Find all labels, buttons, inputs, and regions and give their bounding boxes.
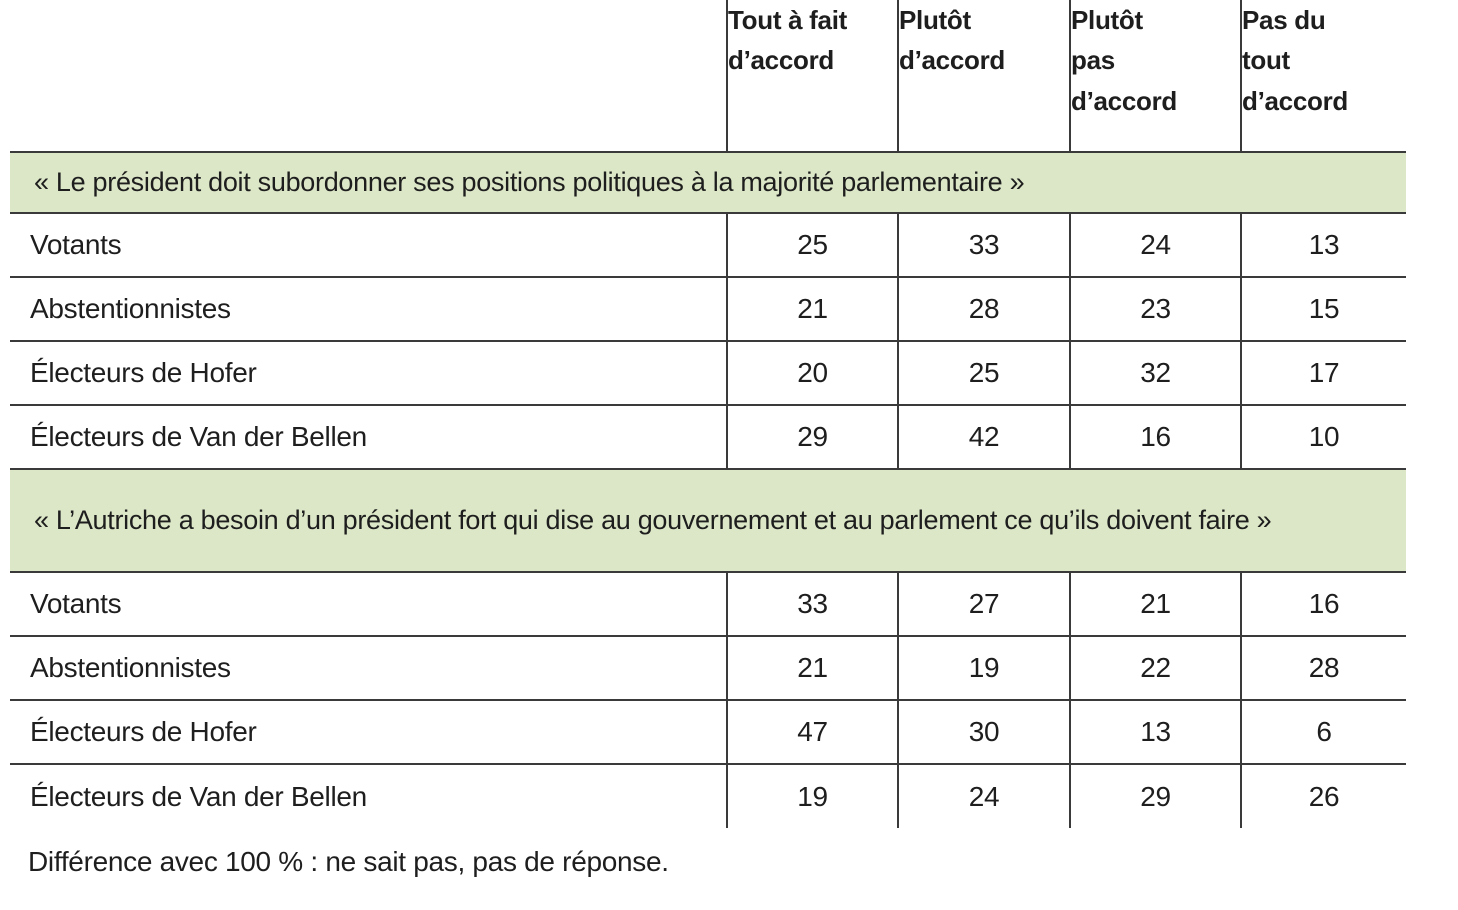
value-cell: 15 xyxy=(1240,277,1406,342)
column-header-pas-du-tout-daccord: Pas du tout d’accord xyxy=(1240,0,1406,152)
table-row: Électeurs de Van der Bellen 19 24 29 26 xyxy=(10,764,1406,828)
table-row: Électeurs de Van der Bellen 29 42 16 10 xyxy=(10,405,1406,470)
table-row: Abstentionnistes 21 28 23 15 xyxy=(10,277,1406,342)
value-cell: 33 xyxy=(726,572,898,637)
statement-band-1: « Le président doit subordonner ses posi… xyxy=(10,151,1406,214)
value-cell: 20 xyxy=(726,341,898,406)
row-label: Abstentionnistes xyxy=(10,277,727,342)
value-cell: 19 xyxy=(897,636,1070,701)
value-cell: 28 xyxy=(1240,636,1406,701)
statement-text-1: « Le président doit subordonner ses posi… xyxy=(10,151,1406,214)
column-header-plutot-daccord: Plutôt d’accord xyxy=(897,0,1070,152)
value-cell: 19 xyxy=(726,764,898,828)
value-cell: 30 xyxy=(897,700,1070,765)
header-row: Tout à fait d’accord Plutôt d’accord Plu… xyxy=(10,0,1406,152)
row-label: Électeurs de Hofer xyxy=(10,341,727,406)
value-cell: 25 xyxy=(726,213,898,278)
row-label: Votants xyxy=(10,572,727,637)
statement-band-2: « L’Autriche a besoin d’un président for… xyxy=(10,468,1406,573)
value-cell: 33 xyxy=(897,213,1070,278)
table-row: Votants 33 27 21 16 xyxy=(10,572,1406,637)
value-cell: 21 xyxy=(1069,572,1241,637)
value-cell: 10 xyxy=(1240,405,1406,470)
value-cell: 24 xyxy=(897,764,1070,828)
value-cell: 13 xyxy=(1069,700,1241,765)
footnote: Différence avec 100 % : ne sait pas, pas… xyxy=(28,846,669,877)
value-cell: 29 xyxy=(726,405,898,470)
corner-cell xyxy=(10,0,727,152)
value-cell: 47 xyxy=(726,700,898,765)
value-cell: 25 xyxy=(897,341,1070,406)
value-cell: 27 xyxy=(897,572,1070,637)
value-cell: 24 xyxy=(1069,213,1241,278)
row-label: Électeurs de Hofer xyxy=(10,700,727,765)
row-label: Électeurs de Van der Bellen xyxy=(10,405,727,470)
table-row: Votants 25 33 24 13 xyxy=(10,213,1406,278)
row-label: Électeurs de Van der Bellen xyxy=(30,780,367,812)
value-cell: 13 xyxy=(1240,213,1406,278)
table-row: Électeurs de Hofer 20 25 32 17 xyxy=(10,341,1406,406)
value-cell: 16 xyxy=(1240,572,1406,637)
table-row: Électeurs de Hofer 47 30 13 6 xyxy=(10,700,1406,765)
value-cell: 29 xyxy=(1069,764,1241,828)
row-label: Abstentionnistes xyxy=(10,636,727,701)
value-cell: 26 xyxy=(1240,764,1406,828)
column-header-tout-a-fait-daccord: Tout à fait d’accord xyxy=(726,0,898,152)
value-cell: 42 xyxy=(897,405,1070,470)
value-cell: 28 xyxy=(897,277,1070,342)
value-cell: 21 xyxy=(726,277,898,342)
value-cell: 23 xyxy=(1069,277,1241,342)
row-label: Votants xyxy=(10,213,727,278)
value-cell: 21 xyxy=(726,636,898,701)
value-cell: 17 xyxy=(1240,341,1406,406)
survey-table: Tout à fait d’accord Plutôt d’accord Plu… xyxy=(10,0,1406,828)
column-header-plutot-pas-daccord: Plutôt pas d’accord xyxy=(1069,0,1241,152)
value-cell: 22 xyxy=(1069,636,1241,701)
value-cell: 16 xyxy=(1069,405,1241,470)
statement-text-2: « L’Autriche a besoin d’un président for… xyxy=(10,468,1406,573)
table-row: Abstentionnistes 21 19 22 28 xyxy=(10,636,1406,701)
value-cell: 6 xyxy=(1240,700,1406,765)
value-cell: 32 xyxy=(1069,341,1241,406)
